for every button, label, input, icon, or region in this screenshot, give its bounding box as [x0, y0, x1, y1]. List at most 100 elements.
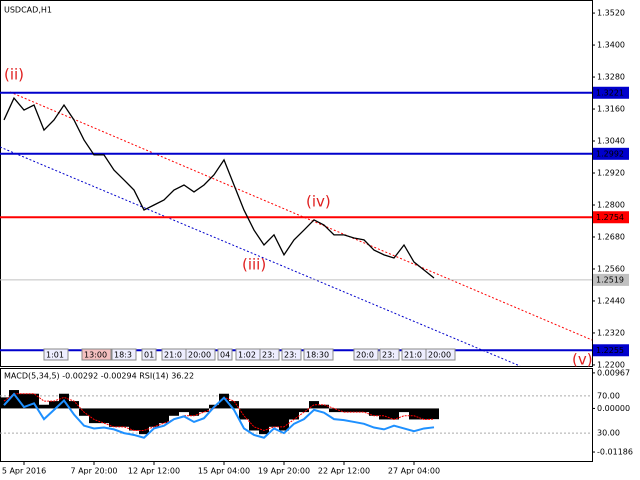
macd-bar: [89, 408, 99, 424]
x-tick-label: 12 Apr 12:00: [128, 467, 180, 476]
time-box-label: 01: [144, 351, 154, 360]
time-box: [353, 348, 379, 361]
y-tick-label: 1.3160: [597, 105, 625, 114]
macd-bar: [0, 397, 9, 409]
wave-label: (iv): [306, 193, 331, 211]
x-tick-label: 22 Apr 12:00: [318, 467, 370, 476]
macd-bar: [339, 408, 349, 413]
macd-bar: [139, 408, 149, 435]
macd-bar: [289, 408, 299, 420]
y-tick-label: 0.00000: [597, 404, 630, 413]
macd-bar: [219, 393, 229, 409]
time-box-label: 18:30: [306, 351, 329, 360]
y-tick-label: 0.00967: [597, 368, 630, 377]
time-box: [259, 348, 280, 361]
time-box-label: 20:0: [356, 351, 374, 360]
time-box-label: 13:00: [84, 351, 107, 360]
y-tick-label: 1.2800: [597, 200, 625, 209]
macd-bar: [189, 408, 199, 416]
time-box-label: 20:00: [428, 351, 451, 360]
level-label: 1.2255: [596, 346, 624, 355]
trend-line: [9, 91, 593, 341]
price-line: [3, 96, 435, 279]
macd-bar: [69, 401, 79, 409]
time-box-label: 04: [220, 351, 230, 360]
level-label-box: [593, 273, 629, 286]
y-tick-label: -0.01186: [597, 448, 633, 457]
y-tick-label: 1.2320: [597, 328, 625, 337]
y-tick-label: 1.2560: [597, 264, 625, 273]
sub-frame: [0, 368, 593, 462]
macd-bar: [279, 408, 289, 431]
macd-bar: [129, 408, 139, 431]
y-tick-label: 1.2680: [597, 232, 625, 241]
y-tick-label: 1.2920: [597, 169, 625, 178]
macd-bar: [179, 408, 189, 413]
macd-bar: [259, 408, 269, 435]
macd-bar: [429, 408, 439, 420]
level-label-box: [593, 86, 629, 99]
chart-title: USDCAD,H1: [4, 6, 52, 15]
time-box-label: 21:0: [164, 351, 182, 360]
macd-bar: [239, 408, 249, 420]
macd-bar: [389, 408, 399, 420]
macd-bar: [109, 408, 119, 427]
wave-label: (ii): [4, 66, 24, 84]
y-tick-label: 1.2440: [597, 296, 625, 305]
time-box: [141, 348, 157, 361]
level-label: 1.3221: [596, 88, 624, 97]
x-tick-label: 5 Apr 2016: [2, 467, 46, 476]
macd-bar: [119, 408, 129, 427]
macd-bar: [379, 408, 389, 420]
time-box-label: 21:0: [404, 351, 422, 360]
macd-bar: [309, 401, 319, 409]
time-box-label: 23:: [382, 351, 395, 360]
macd-bar: [329, 408, 339, 413]
time-box: [43, 348, 69, 361]
macd-bar: [149, 408, 159, 427]
level-label-box: [593, 211, 629, 224]
time-box-label: 1:02: [238, 351, 256, 360]
y-tick-label: 1.3040: [597, 137, 625, 146]
macd-bar: [9, 390, 19, 409]
macd-bar: [419, 408, 429, 420]
level-label-box: [593, 147, 629, 160]
level-label-box: [593, 344, 629, 357]
macd-bar: [169, 408, 179, 416]
macd-bar: [99, 408, 109, 424]
y-tick-label: 1.3520: [597, 9, 625, 18]
time-box-label: 23:: [284, 351, 297, 360]
main-frame: [0, 0, 593, 367]
time-box: [303, 348, 334, 361]
level-label: 1.2519: [596, 275, 624, 284]
time-box: [111, 348, 137, 361]
y-tick-label: 1.3280: [597, 73, 625, 82]
macd-bar: [49, 401, 59, 409]
x-tick-label: 19 Apr 20:00: [258, 467, 310, 476]
macd-bar: [39, 404, 49, 409]
macd-bar: [399, 408, 409, 413]
x-tick-label: 15 Apr 04:00: [198, 467, 250, 476]
level-label: 1.2992: [596, 149, 624, 158]
time-box: [185, 348, 216, 361]
y-tick-label: 1.3400: [597, 41, 625, 50]
indicator-title: MACD(5,34,5) -0.00292 -0.00294 RSI(14) 3…: [4, 372, 194, 381]
time-box: [425, 348, 456, 361]
macd-bar: [19, 393, 29, 409]
macd-bar: [359, 408, 369, 413]
macd-bar: [249, 408, 259, 431]
macd-bar: [199, 408, 209, 413]
level-label: 1.2754: [596, 213, 624, 222]
macd-bar: [409, 408, 419, 420]
macd-bar: [229, 401, 239, 409]
time-box: [81, 348, 112, 361]
signal-line: [3, 393, 435, 432]
time-box-label: 20:00: [188, 351, 211, 360]
macd-bar: [159, 408, 169, 424]
macd-bar: [29, 393, 39, 409]
y2-tick-label: 70.00: [597, 391, 620, 400]
macd-bar: [369, 408, 379, 416]
macd-bar: [299, 408, 309, 413]
time-box: [379, 348, 400, 361]
